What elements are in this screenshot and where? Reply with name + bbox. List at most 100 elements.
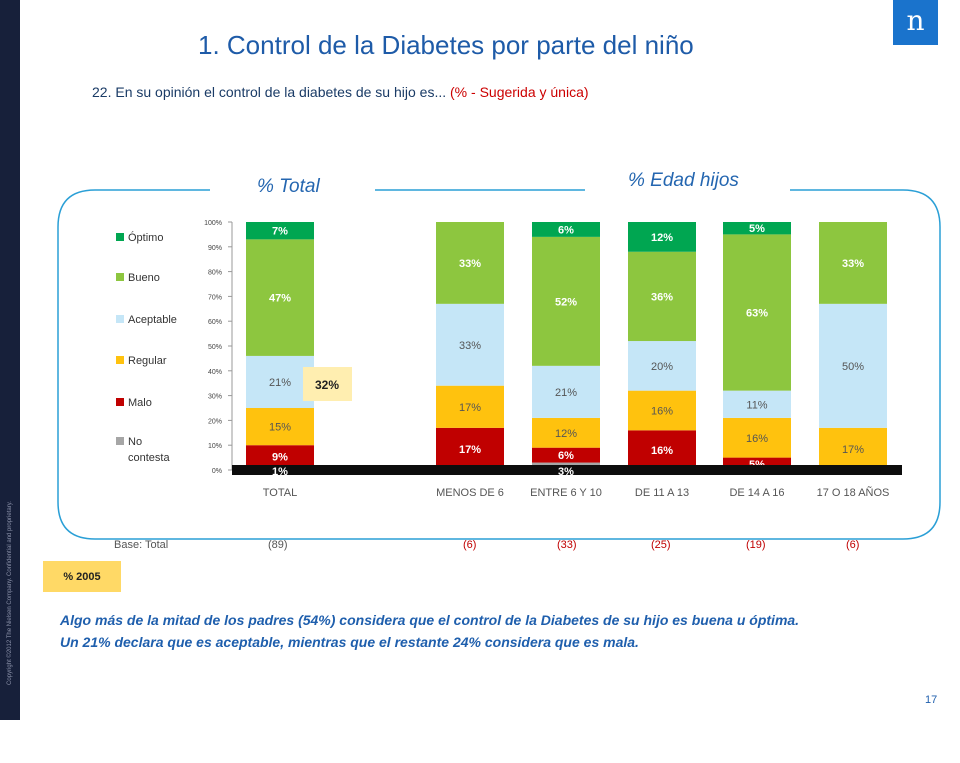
bar-segment-regular xyxy=(628,390,696,431)
bar-segment-malo xyxy=(436,427,504,470)
bar-segment-bueno xyxy=(628,251,696,342)
question-subtitle: 22. En su opinión el control de la diabe… xyxy=(92,84,589,100)
data-label--ptimo: 6% xyxy=(558,224,574,236)
data-label-bueno: 47% xyxy=(269,293,291,305)
base-value-6-10: (33) xyxy=(557,539,577,551)
data-label--ptimo: 7% xyxy=(272,226,288,238)
question-text: 22. En su opinión el control de la diabe… xyxy=(92,84,447,100)
y-tick-label: 60% xyxy=(208,319,222,326)
data-label-regular: 17% xyxy=(842,444,864,456)
base-value-menos-6: (6) xyxy=(463,539,477,551)
badge-2005: % 2005 xyxy=(43,561,121,592)
legend-label-bueno: Bueno xyxy=(128,272,160,284)
bars: 1% 9% 15% 21% 47% 7% 17% 17% 33% 33% 3% 6% 12% 21% 52%… xyxy=(246,222,887,479)
bar-segment-regular xyxy=(246,408,314,446)
data-label-regular: 12% xyxy=(555,428,577,440)
data-label-no-contesta-top: 3% xyxy=(558,466,574,478)
y-tick-label: 10% xyxy=(208,443,222,450)
legend-swatch-aceptable xyxy=(116,315,124,323)
x-axis-band xyxy=(232,465,902,475)
chart-frame xyxy=(57,189,941,540)
frame-outline xyxy=(57,189,941,540)
data-label-aceptable: 21% xyxy=(269,377,291,389)
x-category-label: 17 O 18 AÑOS xyxy=(817,486,890,499)
x-category-label: DE 11 A 13 xyxy=(635,487,689,499)
legend-swatch-bueno xyxy=(116,273,124,281)
data-label-malo: 16% xyxy=(651,445,673,457)
data-label-regular: 16% xyxy=(651,405,673,417)
y-tick-label: 80% xyxy=(208,270,222,277)
bar-segment-bueno xyxy=(532,236,600,366)
nielsen-logo: n xyxy=(893,0,938,45)
bar-segment-malo xyxy=(532,447,600,463)
data-label-aceptable: 33% xyxy=(459,340,481,352)
data-label-malo: 17% xyxy=(459,444,481,456)
base-value-total: (89) xyxy=(268,539,288,551)
legend-label-no-contesta: No xyxy=(128,436,142,448)
data-label-malo: 6% xyxy=(558,450,574,462)
conclusion-line-2: Un 21% declara que es aceptable, mientra… xyxy=(60,634,639,650)
y-tick-label: 0% xyxy=(212,468,222,475)
bar-segment-bueno xyxy=(819,222,887,304)
panel-label-total: % Total xyxy=(257,176,320,197)
data-label-bueno: 63% xyxy=(746,308,768,320)
data-label--ptimo: 5% xyxy=(749,223,765,235)
bar-segment-aceptable xyxy=(246,355,314,408)
data-label-bueno: 33% xyxy=(842,258,864,270)
x-category-label: TOTAL xyxy=(263,487,297,499)
y-tick-label: 20% xyxy=(208,418,222,425)
bar-segment-bueno xyxy=(246,239,314,356)
bar-segment-aceptable xyxy=(532,365,600,418)
y-tick-label: 70% xyxy=(208,294,222,301)
legend-label-no-contesta-2: contesta xyxy=(128,452,170,464)
conclusion-text: Algo más de la mitad de los padres (54%)… xyxy=(60,609,940,653)
legend-label-malo: Malo xyxy=(128,397,152,409)
bar-segment-malo xyxy=(246,445,314,468)
y-tick-label: 50% xyxy=(208,344,222,351)
page-number: 17 xyxy=(925,694,938,706)
x-axis: 1% TOTAL MENOS DE 6 3% ENTRE 6 Y 10 DE 11 A 1… xyxy=(232,465,902,499)
data-label-regular: 15% xyxy=(269,422,291,434)
data-label-malo: 9% xyxy=(272,451,288,463)
data-label-bueno: 36% xyxy=(651,291,673,303)
bar-segment-regular xyxy=(436,385,504,428)
bar-segment--ptimo xyxy=(246,222,314,240)
base-value-11-13: (25) xyxy=(651,539,671,551)
x-category-label: DE 14 A 16 xyxy=(729,487,784,499)
y-tick-label: 30% xyxy=(208,394,222,401)
bar-segment--ptimo xyxy=(628,222,696,252)
bar-segment-malo xyxy=(628,430,696,470)
legend-swatch-malo xyxy=(116,398,124,406)
legend-label-aceptable: Aceptable xyxy=(128,314,177,326)
data-label-bueno: 33% xyxy=(459,258,481,270)
base-value-14-16: (19) xyxy=(746,539,766,551)
bar-segment-aceptable xyxy=(436,303,504,386)
bar-segment-aceptable xyxy=(628,341,696,391)
bar-segment-regular xyxy=(819,427,887,470)
legend-swatch-regular xyxy=(116,356,124,364)
conclusion-line-1: Algo más de la mitad de los padres (54%)… xyxy=(60,612,800,628)
data-label-aceptable: 21% xyxy=(555,387,577,399)
data-label-regular: 17% xyxy=(459,402,481,414)
y-tick-label: 100% xyxy=(204,220,222,227)
bar-segment-bueno xyxy=(723,234,791,391)
base-value-17-18: (6) xyxy=(846,539,860,551)
left-sidebar-bar xyxy=(0,0,20,720)
legend-label-regular: Regular xyxy=(128,355,167,367)
x-category-label: ENTRE 6 Y 10 xyxy=(530,487,602,499)
question-note: (% - Sugerida y única) xyxy=(450,84,589,100)
y-tick-label: 90% xyxy=(208,245,222,252)
base-label: Base: Total xyxy=(114,539,169,551)
panel-label-edad: % Edad hijos xyxy=(628,170,739,191)
bar-segment-aceptable xyxy=(723,390,791,418)
stacked-bar-chart: Óptimo Bueno Aceptable Regular Malo No contest… xyxy=(57,189,941,540)
x-category-label: MENOS DE 6 xyxy=(436,487,504,499)
data-label-aceptable: 20% xyxy=(651,361,673,373)
legend-label--ptimo: Óptimo xyxy=(128,231,163,244)
bar-segment-regular xyxy=(532,417,600,448)
data-label-aceptable: 50% xyxy=(842,361,864,373)
comparison-2005: 32% xyxy=(303,367,352,401)
comparison-label: 32% xyxy=(315,378,339,392)
slide-title: 1. Control de la Diabetes por parte del … xyxy=(198,30,694,60)
data-label-aceptable: 11% xyxy=(746,399,767,411)
